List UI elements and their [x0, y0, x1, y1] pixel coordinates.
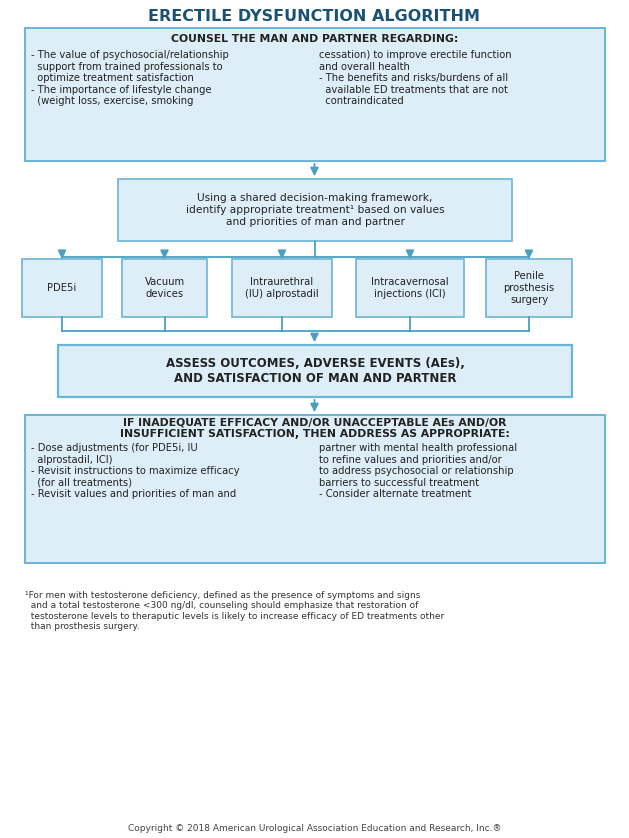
Text: cessation) to improve erectile function
and overall health
- The benefits and ri: cessation) to improve erectile function … — [319, 50, 511, 106]
Bar — [118, 179, 512, 241]
Bar — [486, 259, 572, 317]
Text: Intracavernosal
injections (ICI): Intracavernosal injections (ICI) — [371, 277, 449, 299]
Text: Vacuum
devices: Vacuum devices — [145, 277, 184, 299]
Text: ASSESS OUTCOMES, ADVERSE EVENTS (AEs),
AND SATISFACTION OF MAN AND PARTNER: ASSESS OUTCOMES, ADVERSE EVENTS (AEs), A… — [165, 357, 464, 385]
Text: Copyright © 2018 American Urological Association Education and Research, Inc.®: Copyright © 2018 American Urological Ass… — [128, 824, 501, 832]
Text: partner with mental health professional
to refine values and priorities and/or
t: partner with mental health professional … — [319, 443, 517, 499]
Text: COUNSEL THE MAN AND PARTNER REGARDING:: COUNSEL THE MAN AND PARTNER REGARDING: — [171, 34, 458, 44]
Text: PDE5i: PDE5i — [47, 283, 77, 293]
Text: - The value of psychosocial/relationship
  support from trained professionals to: - The value of psychosocial/relationship… — [31, 50, 229, 106]
Bar — [356, 259, 464, 317]
Text: Penile
prosthesis
surgery: Penile prosthesis surgery — [503, 272, 555, 304]
Text: ¹For men with testosterone deficiency, defined as the presence of symptoms and s: ¹For men with testosterone deficiency, d… — [25, 591, 444, 631]
Bar — [25, 415, 605, 563]
Text: IF INADEQUATE EFFICACY AND/OR UNACCEPTABLE AEs AND/OR
INSUFFICIENT SATISFACTION,: IF INADEQUATE EFFICACY AND/OR UNACCEPTAB… — [120, 417, 510, 439]
Text: Using a shared decision-making framework,
identify appropriate treatment¹ based : Using a shared decision-making framework… — [186, 194, 444, 226]
Bar — [25, 28, 605, 161]
Bar — [232, 259, 332, 317]
Bar — [58, 345, 572, 397]
Text: - Dose adjustments (for PDE5i, IU
  alprostadil, ICI)
- Revisit instructions to : - Dose adjustments (for PDE5i, IU alpros… — [31, 443, 240, 499]
Text: Intraurethral
(IU) alprostadil: Intraurethral (IU) alprostadil — [245, 277, 319, 299]
Text: ERECTILE DYSFUNCTION ALGORITHM: ERECTILE DYSFUNCTION ALGORITHM — [148, 9, 481, 24]
Bar — [22, 259, 102, 317]
Bar — [122, 259, 207, 317]
